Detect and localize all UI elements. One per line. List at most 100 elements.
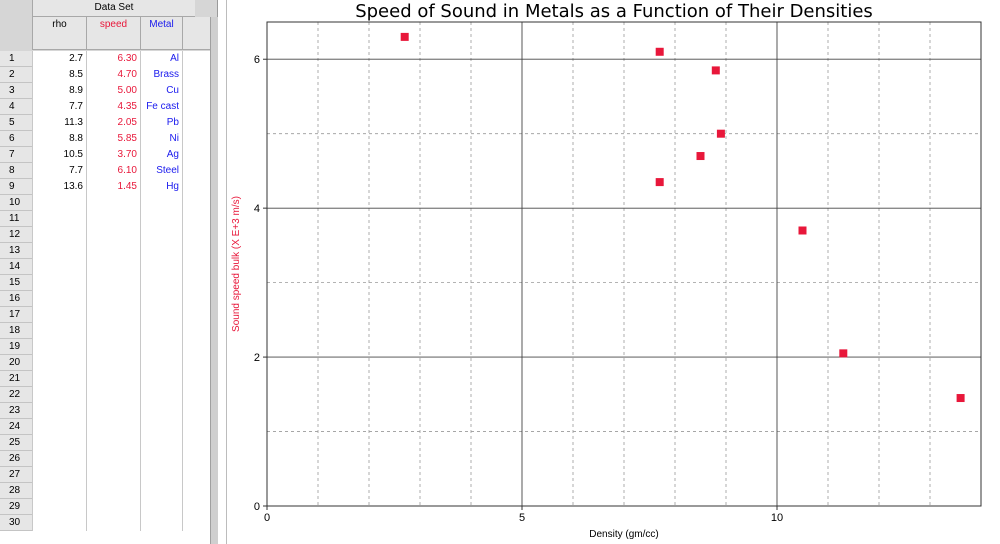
cell-empty[interactable] — [182, 99, 210, 115]
cell-speed[interactable]: 2.05 — [86, 115, 140, 131]
row-number[interactable]: 2 — [0, 67, 32, 83]
row-number[interactable]: 16 — [0, 291, 32, 307]
cell-rho[interactable] — [32, 307, 86, 323]
table-row[interactable]: 13 — [0, 243, 210, 259]
row-number[interactable]: 4 — [0, 99, 32, 115]
row-number[interactable]: 25 — [0, 435, 32, 451]
cell-metal[interactable]: Al — [140, 51, 182, 67]
cell-metal[interactable] — [140, 211, 182, 227]
cell-empty[interactable] — [182, 403, 210, 419]
row-number[interactable]: 15 — [0, 275, 32, 291]
cell-rho[interactable]: 11.3 — [32, 115, 86, 131]
cell-metal[interactable] — [140, 483, 182, 499]
cell-rho[interactable] — [32, 499, 86, 515]
cell-metal[interactable] — [140, 467, 182, 483]
cell-speed[interactable] — [86, 467, 140, 483]
cell-speed[interactable]: 4.70 — [86, 67, 140, 83]
cell-rho[interactable]: 7.7 — [32, 99, 86, 115]
column-header-speed[interactable]: speed — [86, 17, 140, 50]
cell-metal[interactable] — [140, 387, 182, 403]
table-row[interactable]: 28 — [0, 483, 210, 499]
cell-empty[interactable] — [182, 467, 210, 483]
cell-rho[interactable] — [32, 419, 86, 435]
row-number[interactable]: 22 — [0, 387, 32, 403]
cell-rho[interactable] — [32, 387, 86, 403]
cell-rho[interactable]: 2.7 — [32, 51, 86, 67]
cell-speed[interactable] — [86, 211, 140, 227]
cell-rho[interactable] — [32, 195, 86, 211]
table-row[interactable]: 10 — [0, 195, 210, 211]
cell-metal[interactable]: Ag — [140, 147, 182, 163]
cell-empty[interactable] — [182, 211, 210, 227]
cell-empty[interactable] — [182, 83, 210, 99]
cell-empty[interactable] — [182, 499, 210, 515]
cell-empty[interactable] — [182, 275, 210, 291]
cell-metal[interactable] — [140, 227, 182, 243]
table-row[interactable]: 11 — [0, 211, 210, 227]
row-number[interactable]: 12 — [0, 227, 32, 243]
table-row[interactable]: 15 — [0, 275, 210, 291]
cell-metal[interactable] — [140, 195, 182, 211]
cell-speed[interactable] — [86, 515, 140, 531]
cell-empty[interactable] — [182, 147, 210, 163]
row-number[interactable]: 24 — [0, 419, 32, 435]
row-number[interactable]: 27 — [0, 467, 32, 483]
cell-rho[interactable] — [32, 371, 86, 387]
row-number[interactable]: 28 — [0, 483, 32, 499]
table-row[interactable]: 8 7.7 6.10 Steel — [0, 163, 210, 179]
cell-speed[interactable] — [86, 323, 140, 339]
table-row[interactable]: 29 — [0, 499, 210, 515]
table-row[interactable]: 20 — [0, 355, 210, 371]
cell-empty[interactable] — [182, 259, 210, 275]
row-number[interactable]: 13 — [0, 243, 32, 259]
cell-empty[interactable] — [182, 163, 210, 179]
cell-speed[interactable]: 5.00 — [86, 83, 140, 99]
cell-empty[interactable] — [182, 483, 210, 499]
table-row[interactable]: 24 — [0, 419, 210, 435]
cell-empty[interactable] — [182, 323, 210, 339]
cell-rho[interactable] — [32, 259, 86, 275]
column-header-metal[interactable]: Metal — [140, 17, 182, 50]
cell-metal[interactable] — [140, 515, 182, 531]
row-number[interactable]: 5 — [0, 115, 32, 131]
cell-speed[interactable] — [86, 339, 140, 355]
cell-metal[interactable] — [140, 403, 182, 419]
row-number[interactable]: 7 — [0, 147, 32, 163]
cell-metal[interactable] — [140, 419, 182, 435]
cell-metal[interactable] — [140, 451, 182, 467]
row-number[interactable]: 3 — [0, 83, 32, 99]
cell-metal[interactable] — [140, 435, 182, 451]
cell-empty[interactable] — [182, 243, 210, 259]
cell-speed[interactable]: 3.70 — [86, 147, 140, 163]
cell-speed[interactable] — [86, 355, 140, 371]
cell-metal[interactable]: Brass — [140, 67, 182, 83]
cell-empty[interactable] — [182, 339, 210, 355]
cell-rho[interactable]: 10.5 — [32, 147, 86, 163]
row-number[interactable]: 10 — [0, 195, 32, 211]
cell-rho[interactable] — [32, 515, 86, 531]
cell-metal[interactable]: Cu — [140, 83, 182, 99]
table-row[interactable]: 9 13.6 1.45 Hg — [0, 179, 210, 195]
cell-metal[interactable] — [140, 499, 182, 515]
cell-rho[interactable] — [32, 483, 86, 499]
table-row[interactable]: 6 8.8 5.85 Ni — [0, 131, 210, 147]
table-row[interactable]: 30 — [0, 515, 210, 531]
cell-empty[interactable] — [182, 195, 210, 211]
table-row[interactable]: 27 — [0, 467, 210, 483]
table-row[interactable]: 14 — [0, 259, 210, 275]
cell-rho[interactable] — [32, 323, 86, 339]
cell-empty[interactable] — [182, 291, 210, 307]
cell-speed[interactable] — [86, 307, 140, 323]
row-number[interactable]: 14 — [0, 259, 32, 275]
cell-empty[interactable] — [182, 355, 210, 371]
cell-empty[interactable] — [182, 371, 210, 387]
cell-speed[interactable]: 4.35 — [86, 99, 140, 115]
table-row[interactable]: 23 — [0, 403, 210, 419]
row-number[interactable]: 17 — [0, 307, 32, 323]
cell-empty[interactable] — [182, 51, 210, 67]
table-scrollbar[interactable] — [210, 17, 218, 544]
cell-rho[interactable] — [32, 227, 86, 243]
table-row[interactable]: 26 — [0, 451, 210, 467]
cell-empty[interactable] — [182, 227, 210, 243]
cell-metal[interactable] — [140, 243, 182, 259]
